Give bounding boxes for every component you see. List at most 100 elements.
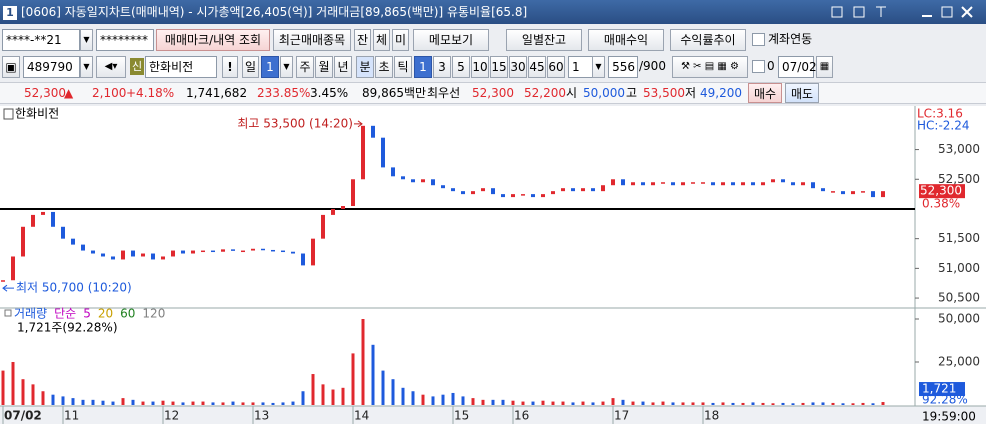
volume-bar (681, 402, 685, 405)
volume-bar (451, 392, 455, 405)
button[interactable]: 일 (242, 56, 259, 78)
candle (151, 253, 155, 260)
checkbox[interactable] (752, 33, 765, 46)
button[interactable]: 1 (261, 56, 279, 78)
button[interactable]: 30 (509, 56, 527, 78)
sell-button[interactable]: 매도 (785, 83, 819, 103)
button[interactable]: 분 (356, 56, 374, 78)
change-pct: +4.18% (126, 86, 175, 100)
candle (621, 179, 625, 186)
button[interactable]: 초 (375, 56, 393, 78)
candle (211, 250, 215, 253)
x-tick-label: 14 (354, 409, 369, 423)
button[interactable]: 10 (471, 56, 489, 78)
icon-button[interactable]: ◀▾ (96, 56, 126, 78)
name-input[interactable]: 한화비전 (145, 56, 217, 78)
volume-bar (81, 399, 85, 405)
volume-bar (231, 401, 235, 405)
volume-bar (621, 399, 625, 405)
button[interactable]: 메모보기 (413, 29, 489, 51)
volume-current: 1,721주(92.28%) (17, 321, 118, 335)
annotation: 최고 53,500 (14:20) (237, 116, 353, 130)
candle (121, 250, 125, 260)
button[interactable]: 매매마크/내역 조회 (156, 29, 270, 51)
button[interactable]: 잔 (354, 29, 371, 51)
button[interactable]: 체 (373, 29, 390, 51)
dropdown[interactable]: ▼ (280, 56, 293, 78)
quote-row (0, 82, 986, 104)
volume-bar (751, 402, 755, 405)
volume-bar (811, 402, 815, 405)
calendar-button[interactable]: ▦ (816, 56, 833, 78)
button[interactable]: 월 (315, 56, 333, 78)
button[interactable]: 15 (490, 56, 508, 78)
candle (331, 208, 335, 215)
candle (471, 191, 475, 195)
candle (201, 250, 205, 253)
button[interactable]: ! (222, 56, 238, 78)
last-volume-box (919, 382, 965, 397)
ask: 52,300 (472, 86, 514, 100)
candle (721, 182, 725, 186)
button[interactable]: 일별잔고 (506, 29, 582, 51)
button[interactable]: 3 (433, 56, 451, 78)
dropdown[interactable]: ▼ (80, 56, 93, 78)
volume-bar (471, 398, 475, 405)
candle (51, 211, 55, 227)
volume-bar (211, 402, 215, 405)
candle (101, 253, 105, 257)
candle (371, 125, 375, 138)
button[interactable]: 수익률추이 (670, 29, 746, 51)
candle (431, 179, 435, 186)
candle (541, 194, 545, 198)
volume-bar (831, 402, 835, 405)
dropdown[interactable]: ▼ (80, 29, 93, 51)
volume-bar (241, 402, 245, 405)
volume-bar (651, 402, 655, 405)
candle (591, 188, 595, 192)
button[interactable]: 틱 (394, 56, 412, 78)
password-input[interactable]: ******** (96, 29, 154, 51)
volume-bar (61, 396, 65, 405)
count-input[interactable]: 556 (608, 56, 638, 78)
volume-bar (291, 401, 295, 405)
candle (581, 188, 585, 192)
candle (361, 125, 365, 180)
button[interactable]: 주 (296, 56, 314, 78)
button[interactable]: 최근매매종목 (273, 29, 351, 51)
candle (321, 214, 325, 239)
volume-bar (861, 402, 865, 405)
last-volume: 1,721 (922, 382, 956, 396)
candle (731, 182, 735, 186)
icon-buttons[interactable]: ⚒ ✂ ▤ ▦ ⚙ (672, 56, 748, 78)
account-input[interactable]: ****-**21 (2, 29, 80, 51)
volume-bar (711, 402, 715, 405)
button[interactable]: 60 (547, 56, 565, 78)
buy-button[interactable]: 매수 (748, 83, 782, 103)
legend-entry: 60 (120, 307, 135, 321)
checkbox[interactable] (752, 60, 765, 73)
volume-bar (141, 401, 145, 405)
candle (141, 253, 145, 257)
volume-bar (181, 402, 185, 405)
icon-button[interactable]: ▣ (2, 56, 20, 78)
code-input[interactable]: 489790 (23, 56, 80, 78)
candle (221, 249, 225, 252)
date-input[interactable]: 07/02 (778, 56, 817, 78)
dropdown[interactable]: ▼ (592, 56, 605, 78)
button[interactable]: 1 (414, 56, 432, 78)
button[interactable]: 미 (392, 29, 409, 51)
button[interactable]: 매매수익 (588, 29, 664, 51)
candle (31, 214, 35, 227)
annotation-arrow (2, 284, 14, 292)
volume-bar (161, 400, 165, 405)
volume-bar (591, 402, 595, 405)
button[interactable]: 5 (452, 56, 470, 78)
candle (441, 185, 445, 189)
volume-bar (581, 401, 585, 405)
candle (311, 238, 315, 266)
candle (381, 137, 385, 168)
button[interactable]: 년 (334, 56, 352, 78)
button[interactable]: 45 (528, 56, 546, 78)
candle (561, 188, 565, 192)
